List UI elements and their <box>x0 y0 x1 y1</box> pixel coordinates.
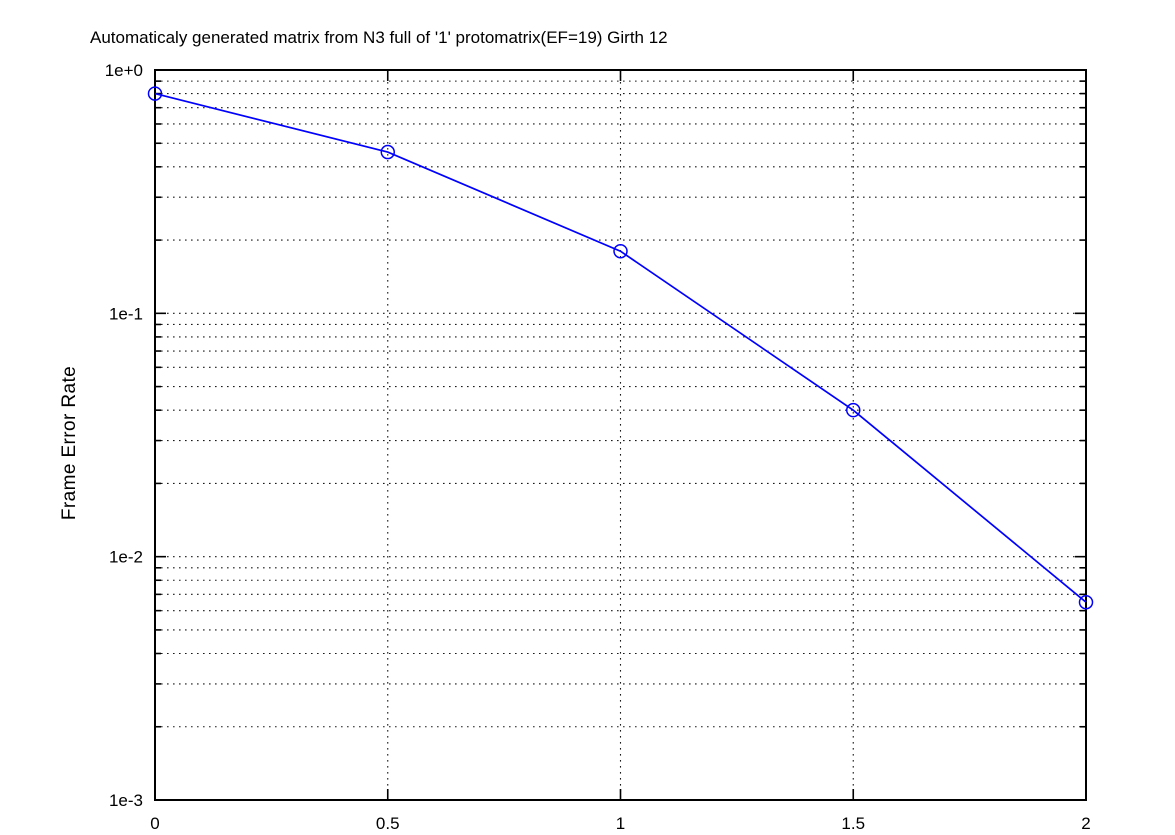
x-tick-label: 0.5 <box>376 814 400 833</box>
data-point-marker <box>147 86 163 101</box>
x-tick-label: 2 <box>1081 814 1090 833</box>
data-point-marker <box>846 402 861 418</box>
series-line <box>154 92 1087 603</box>
y-tick-label: 1e+0 <box>105 61 143 80</box>
data-point-marker <box>613 243 628 259</box>
y-tick-label: 1e-1 <box>109 304 143 323</box>
y-tick-label: 1e-2 <box>109 548 143 567</box>
data-point-marker <box>380 144 395 160</box>
axis-border <box>154 69 1087 801</box>
x-tick-label: 1.5 <box>841 814 865 833</box>
data-point-marker <box>1078 594 1094 610</box>
y-tick-label: 1e-3 <box>109 791 143 810</box>
x-tick-label: 0 <box>150 814 159 833</box>
chart-title: Automaticaly generated matrix from N3 fu… <box>90 28 668 47</box>
x-tick-label: 1 <box>616 814 625 833</box>
